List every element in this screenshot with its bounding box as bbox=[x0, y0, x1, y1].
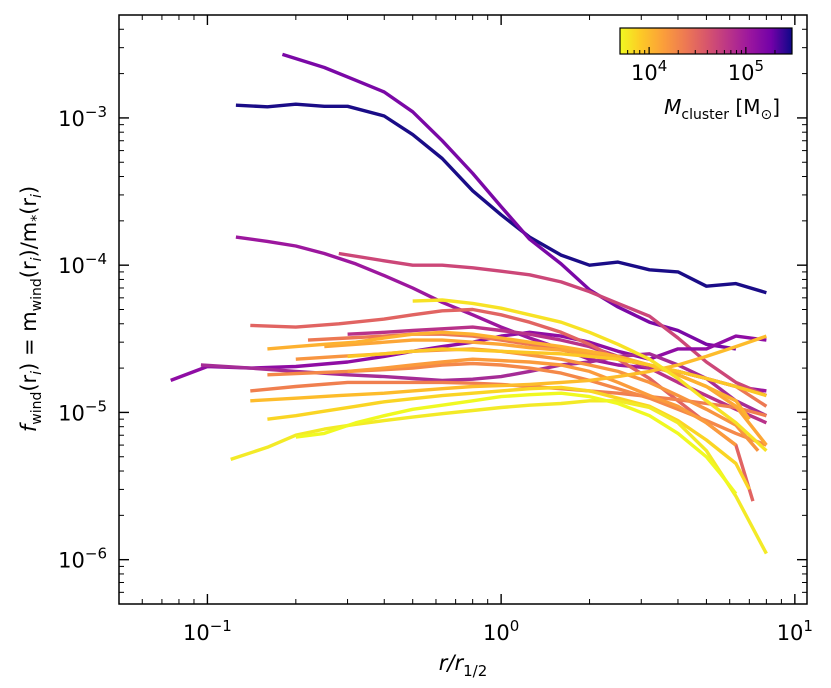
series-line-16 bbox=[250, 334, 767, 403]
colorbar: 104 105 Mcluster [M⊙] bbox=[619, 27, 793, 123]
series-line-8 bbox=[250, 307, 755, 502]
y-tick-label: 10−6 bbox=[58, 545, 107, 573]
series-line-1 bbox=[235, 102, 767, 295]
y-tick-label: 10−5 bbox=[58, 397, 107, 425]
colorbar-gradient bbox=[619, 27, 793, 55]
y-tick-label: 10−3 bbox=[58, 103, 107, 131]
series-line-17 bbox=[347, 347, 767, 398]
tick-layer: 10−1 100 101 10−6 10−5 10−4 10−3 bbox=[58, 15, 813, 645]
x-axis-label: r/r1/2 bbox=[439, 651, 487, 680]
series-line-6 bbox=[200, 352, 768, 418]
colorbar-tick-label: 105 bbox=[728, 57, 764, 85]
series-line-4 bbox=[338, 251, 768, 398]
series-line-20 bbox=[230, 399, 768, 555]
x-tick-label: 101 bbox=[777, 617, 813, 645]
series-layer bbox=[170, 52, 768, 555]
colorbar-label: Mcluster [M⊙] bbox=[664, 95, 780, 123]
series-line-7 bbox=[347, 325, 768, 425]
series-line-5 bbox=[170, 330, 767, 382]
colorbar-tick-label: 104 bbox=[631, 57, 667, 85]
series-line-18 bbox=[267, 385, 751, 491]
series-line-19 bbox=[412, 298, 768, 452]
y-tick-label: 10−4 bbox=[58, 250, 107, 278]
x-tick-label: 10−1 bbox=[183, 617, 232, 645]
x-tick-label: 100 bbox=[483, 617, 519, 645]
series-line-13 bbox=[347, 357, 737, 447]
series-line-21 bbox=[295, 391, 738, 495]
y-axis-label: fwind(ri) = mwind(ri)/m*(ri) bbox=[17, 186, 45, 432]
plot-frame bbox=[118, 14, 808, 605]
series-line-15 bbox=[267, 330, 751, 421]
colorbar-ticks: 104 105 bbox=[627, 47, 776, 85]
